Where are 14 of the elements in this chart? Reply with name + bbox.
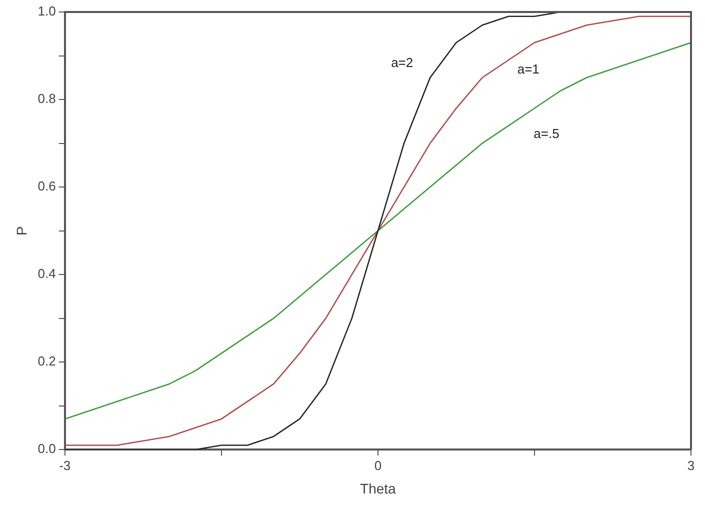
y-tick-label: 0.6 bbox=[38, 178, 56, 194]
series-label: a=2 bbox=[391, 55, 414, 70]
series-label: a=1 bbox=[517, 62, 540, 77]
y-tick-label: 0.8 bbox=[38, 91, 56, 106]
y-tick-label: 0.2 bbox=[38, 354, 56, 369]
y-tick-label: 1.0 bbox=[38, 4, 56, 19]
x-axis-title: Theta bbox=[360, 480, 396, 496]
y-tick-label: 0.0 bbox=[38, 441, 56, 456]
x-tick-label: -3 bbox=[59, 458, 71, 473]
x-tick-label: 0 bbox=[374, 458, 382, 473]
series-label: a=.5 bbox=[534, 126, 560, 141]
y-tick-label: 0.4 bbox=[38, 266, 56, 282]
y-axis-title: P bbox=[13, 226, 30, 236]
x-tick-label: 3 bbox=[687, 458, 695, 473]
